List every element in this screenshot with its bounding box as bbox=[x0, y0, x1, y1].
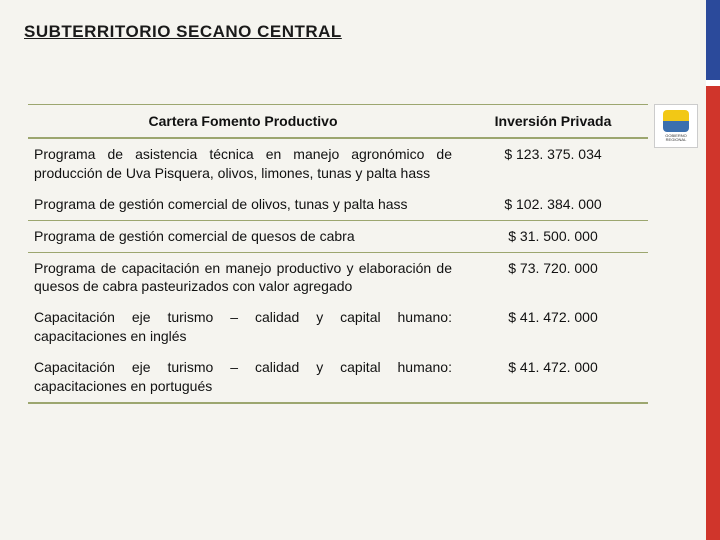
table-header-row: Cartera Fomento Productivo Inversión Pri… bbox=[28, 105, 648, 139]
table-row: Capacitación eje turismo – calidad y cap… bbox=[28, 302, 648, 352]
flag-blue bbox=[706, 0, 720, 80]
program-cell: Programa de asistencia técnica en manejo… bbox=[28, 138, 458, 189]
amount-cell: $ 41. 472. 000 bbox=[458, 302, 648, 352]
amount-cell: $ 31. 500. 000 bbox=[458, 220, 648, 252]
col-header-investment: Inversión Privada bbox=[458, 105, 648, 139]
investment-table-wrap: Cartera Fomento Productivo Inversión Pri… bbox=[28, 104, 648, 404]
flag-stripe bbox=[706, 0, 720, 540]
program-cell: Programa de capacitación en manejo produ… bbox=[28, 252, 458, 302]
program-cell: Capacitación eje turismo – calidad y cap… bbox=[28, 302, 458, 352]
logo-caption: GOBIERNO REGIONAL bbox=[655, 134, 697, 142]
table-row: Capacitación eje turismo – calidad y cap… bbox=[28, 352, 648, 403]
program-cell: Programa de gestión comercial de olivos,… bbox=[28, 189, 458, 220]
col-header-program: Cartera Fomento Productivo bbox=[28, 105, 458, 139]
table-row: Programa de gestión comercial de olivos,… bbox=[28, 189, 648, 220]
amount-cell: $ 102. 384. 000 bbox=[458, 189, 648, 220]
page-title: SUBTERRITORIO SECANO CENTRAL bbox=[24, 22, 342, 42]
table-row: Programa de asistencia técnica en manejo… bbox=[28, 138, 648, 189]
table-row: Programa de gestión comercial de quesos … bbox=[28, 220, 648, 252]
logo-badge-icon bbox=[663, 110, 689, 132]
region-logo: GOBIERNO REGIONAL bbox=[654, 104, 698, 148]
investment-table: Cartera Fomento Productivo Inversión Pri… bbox=[28, 104, 648, 404]
amount-cell: $ 41. 472. 000 bbox=[458, 352, 648, 403]
flag-red bbox=[706, 86, 720, 540]
amount-cell: $ 73. 720. 000 bbox=[458, 252, 648, 302]
program-cell: Capacitación eje turismo – calidad y cap… bbox=[28, 352, 458, 403]
program-cell: Programa de gestión comercial de quesos … bbox=[28, 220, 458, 252]
table-row: Programa de capacitación en manejo produ… bbox=[28, 252, 648, 302]
amount-cell: $ 123. 375. 034 bbox=[458, 138, 648, 189]
